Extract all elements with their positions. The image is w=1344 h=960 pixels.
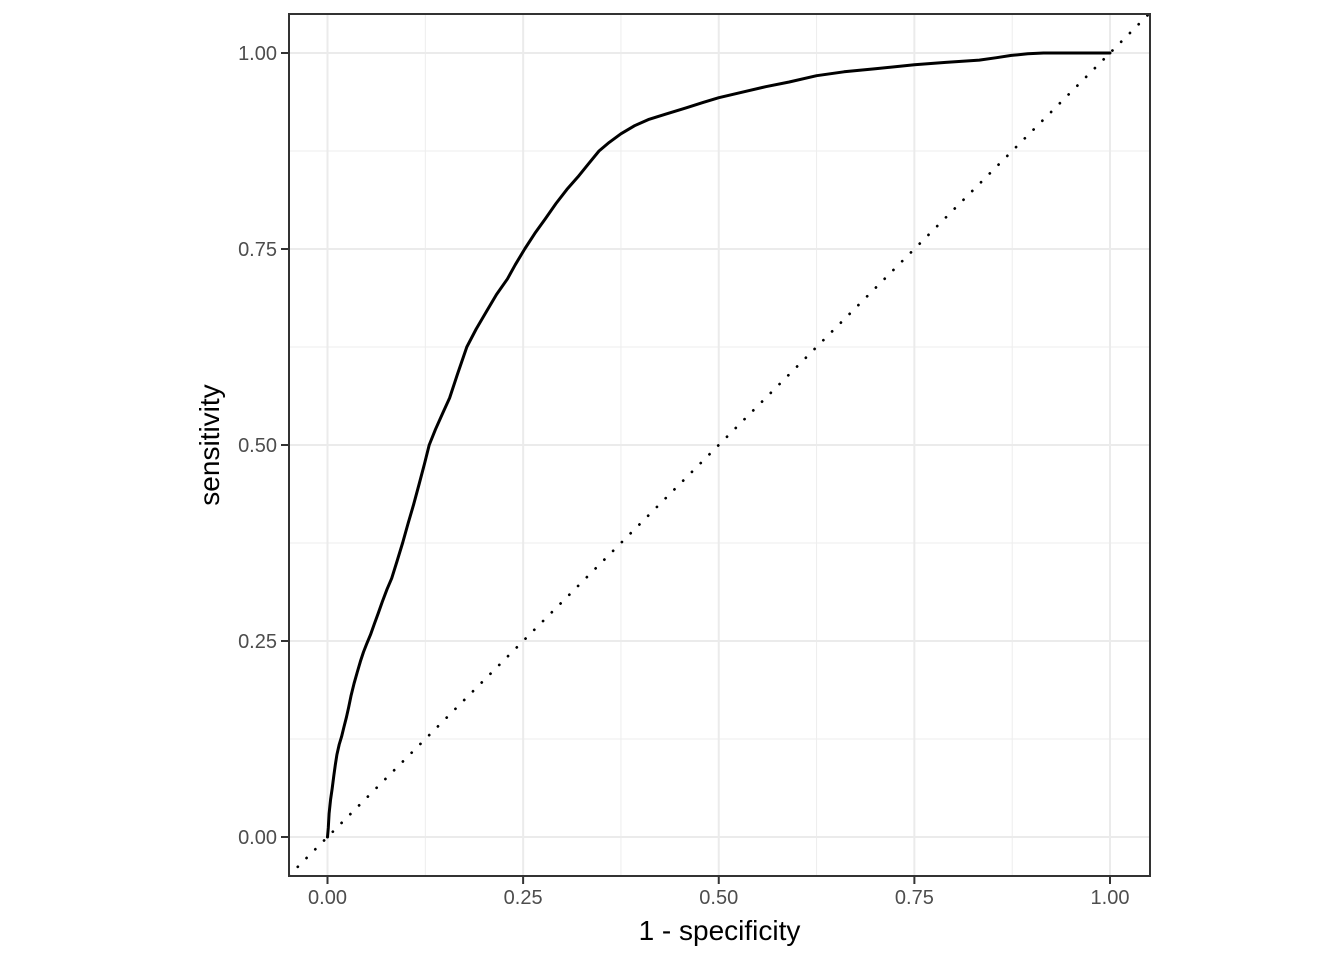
y-axis-title: sensitivity	[194, 384, 225, 506]
y-tick-label: 0.75	[238, 239, 277, 261]
x-tick-label: 1.00	[1091, 887, 1130, 909]
y-tick-label: 0.50	[238, 435, 277, 457]
x-tick-label: 0.75	[895, 887, 934, 909]
x-tick-label: 0.50	[699, 887, 738, 909]
x-axis-title: 1 - specificity	[638, 915, 801, 946]
x-tick-label: 0.00	[308, 887, 347, 909]
data-layer	[289, 14, 1150, 876]
roc-curve-line	[326, 51, 1112, 839]
y-tick-label: 0.25	[238, 631, 277, 653]
y-tick-label: 0.00	[238, 827, 277, 849]
chance-diagonal-line	[289, 14, 1150, 876]
x-tick-label: 0.25	[504, 887, 543, 909]
y-tick-label: 1.00	[238, 43, 277, 65]
